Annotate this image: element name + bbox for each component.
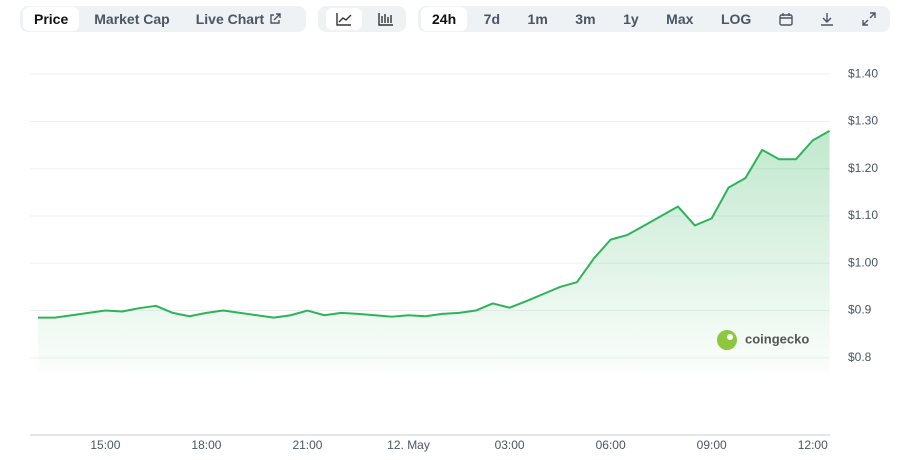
calendar[interactable] bbox=[768, 8, 804, 30]
y-tick-label: $1.00 bbox=[848, 255, 878, 269]
y-tick-label: $1.40 bbox=[848, 66, 878, 80]
watermark-text: coingecko bbox=[745, 331, 809, 346]
range[interactable]: Max bbox=[666, 11, 694, 27]
x-tick-label: 21:00 bbox=[292, 438, 322, 452]
x-tick-label: 03:00 bbox=[495, 438, 525, 452]
tab[interactable]: Live Chart bbox=[185, 7, 292, 31]
tab[interactable]: Market Cap bbox=[94, 11, 170, 27]
candle-icon bbox=[378, 13, 393, 26]
y-tick-label: $0.8 bbox=[848, 350, 872, 364]
view-tabs: Price Market Cap Live Chart bbox=[20, 6, 306, 32]
x-tick-label: 09:00 bbox=[697, 438, 727, 452]
download[interactable] bbox=[809, 8, 845, 30]
x-tick-label: 06:00 bbox=[596, 438, 626, 452]
tab[interactable]: Price bbox=[23, 7, 80, 31]
y-tick-label: $0.9 bbox=[848, 303, 872, 317]
tab-label: Live Chart bbox=[195, 11, 265, 27]
expand-icon bbox=[862, 12, 876, 26]
candle-toggle[interactable] bbox=[374, 8, 398, 30]
range[interactable]: 3m bbox=[575, 11, 596, 27]
range[interactable]: 1m bbox=[527, 11, 548, 27]
line-icon bbox=[336, 13, 352, 26]
price-line bbox=[38, 130, 831, 319]
download-icon bbox=[821, 13, 834, 26]
x-tick-label: 12. May bbox=[387, 438, 430, 452]
x-tick-label: 18:00 bbox=[191, 438, 221, 452]
line-toggle[interactable] bbox=[326, 8, 362, 30]
x-tick-label: 15:00 bbox=[90, 438, 120, 452]
watermark: coingecko bbox=[717, 330, 809, 350]
y-tick-label: $1.20 bbox=[848, 161, 878, 175]
range[interactable]: 24h bbox=[421, 7, 468, 31]
log-toggle[interactable]: LOG bbox=[720, 11, 752, 27]
x-tick-label: 12:00 bbox=[798, 438, 828, 452]
range[interactable]: 7d bbox=[483, 11, 500, 27]
range-tabs: 24h 7d 1m 3m 1y Max LOG bbox=[418, 6, 890, 32]
fullscreen[interactable] bbox=[851, 8, 887, 30]
calendar-icon bbox=[779, 13, 793, 26]
y-tick-label: $1.30 bbox=[848, 114, 878, 128]
external-icon bbox=[270, 13, 281, 24]
chart-type bbox=[318, 6, 406, 32]
area bbox=[38, 130, 830, 372]
range[interactable]: 1y bbox=[623, 11, 639, 27]
y-tick-label: $1.10 bbox=[848, 208, 878, 222]
